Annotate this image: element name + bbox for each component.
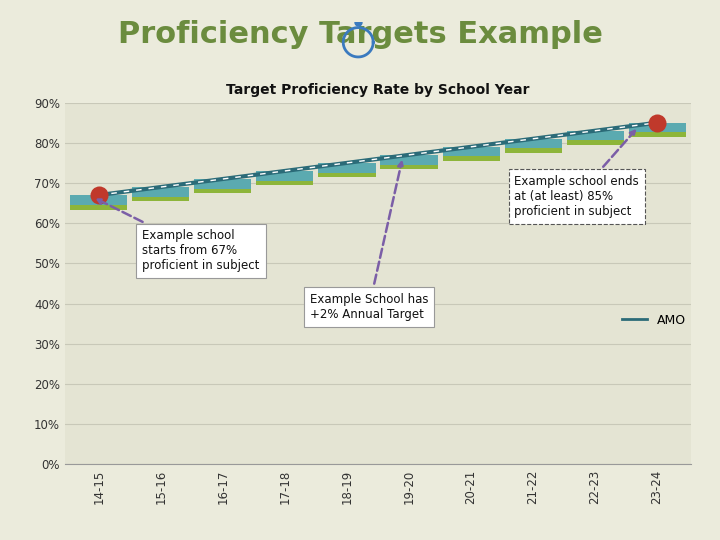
Bar [380, 155, 438, 170]
Bar [505, 139, 562, 153]
Bar [132, 187, 189, 197]
Text: Example School has
+2% Annual Target: Example School has +2% Annual Target [310, 163, 428, 321]
Bar [194, 179, 251, 193]
Bar [567, 131, 624, 145]
Text: Example school
starts from 67%
proficient in subject: Example school starts from 67% proficien… [98, 200, 260, 272]
Bar [629, 123, 685, 137]
Legend: AMO: AMO [617, 308, 691, 332]
Bar [629, 123, 685, 132]
Bar [71, 195, 127, 210]
Bar [443, 147, 500, 157]
Text: Example school ends
at (at least) 85%
proficient in subject: Example school ends at (at least) 85% pr… [515, 131, 639, 218]
Bar [380, 155, 438, 165]
Bar [318, 163, 376, 173]
Bar [256, 171, 313, 185]
Bar [567, 131, 624, 140]
Bar [443, 147, 500, 161]
Text: Proficiency Targets Example: Proficiency Targets Example [117, 21, 603, 49]
Title: Target Proficiency Rate by School Year: Target Proficiency Rate by School Year [226, 83, 530, 97]
Bar [132, 187, 189, 201]
Bar [505, 139, 562, 148]
Bar [194, 179, 251, 188]
Bar [256, 171, 313, 180]
Bar [71, 195, 127, 205]
Bar [318, 163, 376, 177]
